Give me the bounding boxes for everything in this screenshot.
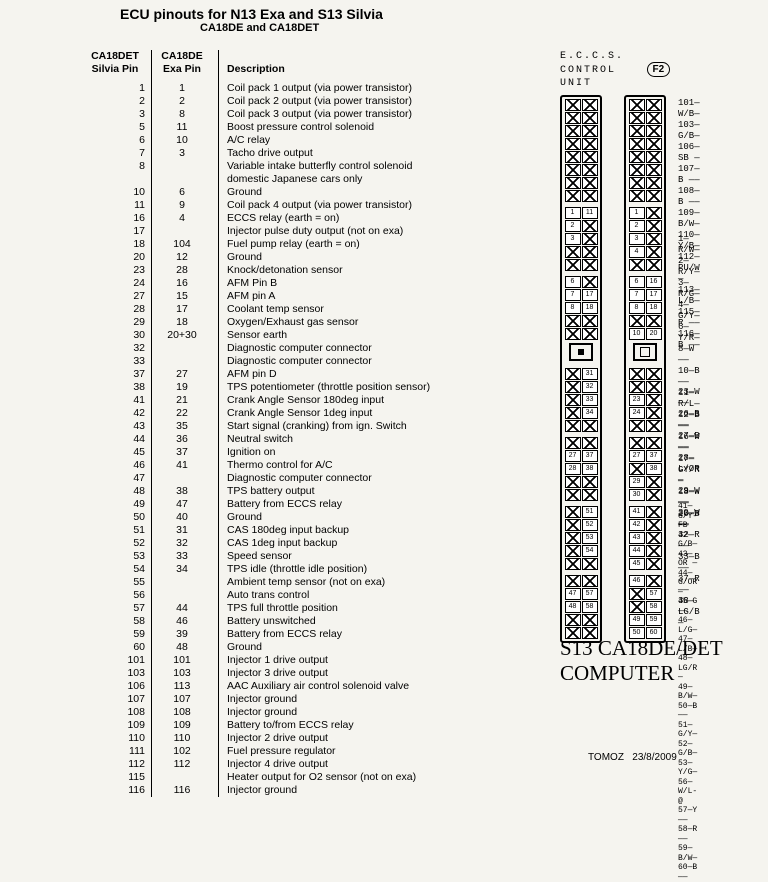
table-row: 11Coil pack 1 output (via power transist… (85, 82, 436, 95)
col-header-desc: Description (219, 50, 437, 82)
table-row: 5939Battery from ECCS relay (85, 628, 436, 641)
table-row: 4436Neutral switch (85, 433, 436, 446)
table-row: 101101Injector 1 drive output (85, 654, 436, 667)
table-row: 5232CAS 1deg input backup (85, 537, 436, 550)
table-row: 5434TPS idle (throttle idle position) (85, 563, 436, 576)
page-title: ECU pinouts for N13 Exa and S13 Silvia (120, 6, 383, 22)
pinout-table: CA18DETSilvia Pin CA18DEExa Pin Descript… (85, 50, 436, 797)
table-row: 2416AFM Pin B (85, 277, 436, 290)
table-row: 106Ground (85, 186, 436, 199)
ecu-label-2: CONTROL (560, 65, 616, 76)
table-row: 4335Start signal (cranking) from ign. Sw… (85, 420, 436, 433)
table-row: 107107Injector ground (85, 693, 436, 706)
table-row: 18104Fuel pump relay (earth = on) (85, 238, 436, 251)
table-row: 4537Ignition on (85, 446, 436, 459)
table-row: 511Boost pressure control solenoid (85, 121, 436, 134)
connector-right: 1234616717818102023242737382930414243444… (624, 95, 666, 643)
table-row: 4222Crank Angle Sensor 1deg input (85, 407, 436, 420)
table-row: 2012Ground (85, 251, 436, 264)
table-row: 4121Crank Angle Sensor 180deg input (85, 394, 436, 407)
connector-diagram: E.C.C.S. CONTROL F2 UNIT 111236717818313… (560, 50, 670, 643)
table-row: 22Coil pack 2 output (via power transist… (85, 95, 436, 108)
table-row: 2328Knock/detonation sensor (85, 264, 436, 277)
table-row: 38Coil pack 3 output (via power transist… (85, 108, 436, 121)
table-row: 2817Coolant temp sensor (85, 303, 436, 316)
f2-badge: F2 (647, 62, 671, 77)
table-row: 2715AFM pin A (85, 290, 436, 303)
table-row: 119Coil pack 4 output (via power transis… (85, 199, 436, 212)
footer-credit: TOMOZ 23/8/2009 (588, 752, 677, 763)
col-header-silvia: CA18DETSilvia Pin (85, 50, 152, 82)
table-row: 3819TPS potentiometer (throttle position… (85, 381, 436, 394)
table-row: 73Tacho drive output (85, 147, 436, 160)
table-row: domestic Japanese cars only (85, 173, 436, 186)
table-row: 5131CAS 180deg input backup (85, 524, 436, 537)
table-row: 2918Oxygen/Exhaust gas sensor (85, 316, 436, 329)
table-row: 111102Fuel pressure regulator (85, 745, 436, 758)
ecu-label-1: E.C.C.S. (560, 51, 624, 62)
table-row: 109109Battery to/from ECCS relay (85, 719, 436, 732)
table-row: 32Diagnostic computer connector (85, 342, 436, 355)
ecu-label-3: UNIT (560, 78, 592, 89)
table-row: 3020+30Sensor earth (85, 329, 436, 342)
table-row: 164ECCS relay (earth = on) (85, 212, 436, 225)
table-row: 5846Battery unswitched (85, 615, 436, 628)
table-row: 55Ambient temp sensor (not on exa) (85, 576, 436, 589)
table-row: 4641Thermo control for A/C (85, 459, 436, 472)
wire-list-41: 41—G/Y-FB42—G/B—43—OR —44—G/OR—45—G ——46… (678, 502, 697, 882)
table-row: 610A/C relay (85, 134, 436, 147)
table-row: 3727AFM pin D (85, 368, 436, 381)
page-subtitle: CA18DE and CA18DET (200, 22, 319, 34)
table-row: 106113AAC Auxiliary air control solenoid… (85, 680, 436, 693)
table-row: 112112Injector 4 drive output (85, 758, 436, 771)
table-row: 110110Injector 2 drive output (85, 732, 436, 745)
table-row: 56Auto trans control (85, 589, 436, 602)
table-row: 5333Speed sensor (85, 550, 436, 563)
table-row: 6048Ground (85, 641, 436, 654)
table-row: 4947Battery from ECCS relay (85, 498, 436, 511)
table-row: 103103Injector 3 drive output (85, 667, 436, 680)
table-row: 4838TPS battery output (85, 485, 436, 498)
connector-left: 1112367178183132333427372838515253544757… (560, 95, 602, 643)
table-row: 17Injector pulse duty output (not on exa… (85, 225, 436, 238)
col-header-exa: CA18DEExa Pin (152, 50, 219, 82)
table-row: 5744TPS full throttle position (85, 602, 436, 615)
table-row: 115Heater output for O2 sensor (not on e… (85, 771, 436, 784)
table-row: 5040Ground (85, 511, 436, 524)
table-row: 8Variable intake butterfly control solen… (85, 160, 436, 173)
table-row: 108108Injector ground (85, 706, 436, 719)
table-row: 33Diagnostic computer connector (85, 355, 436, 368)
table-row: 116116Injector ground (85, 784, 436, 797)
table-row: 47Diagnostic computer connector (85, 472, 436, 485)
computer-model-label: S13 CA18DE/DET COMPUTER (560, 636, 723, 686)
